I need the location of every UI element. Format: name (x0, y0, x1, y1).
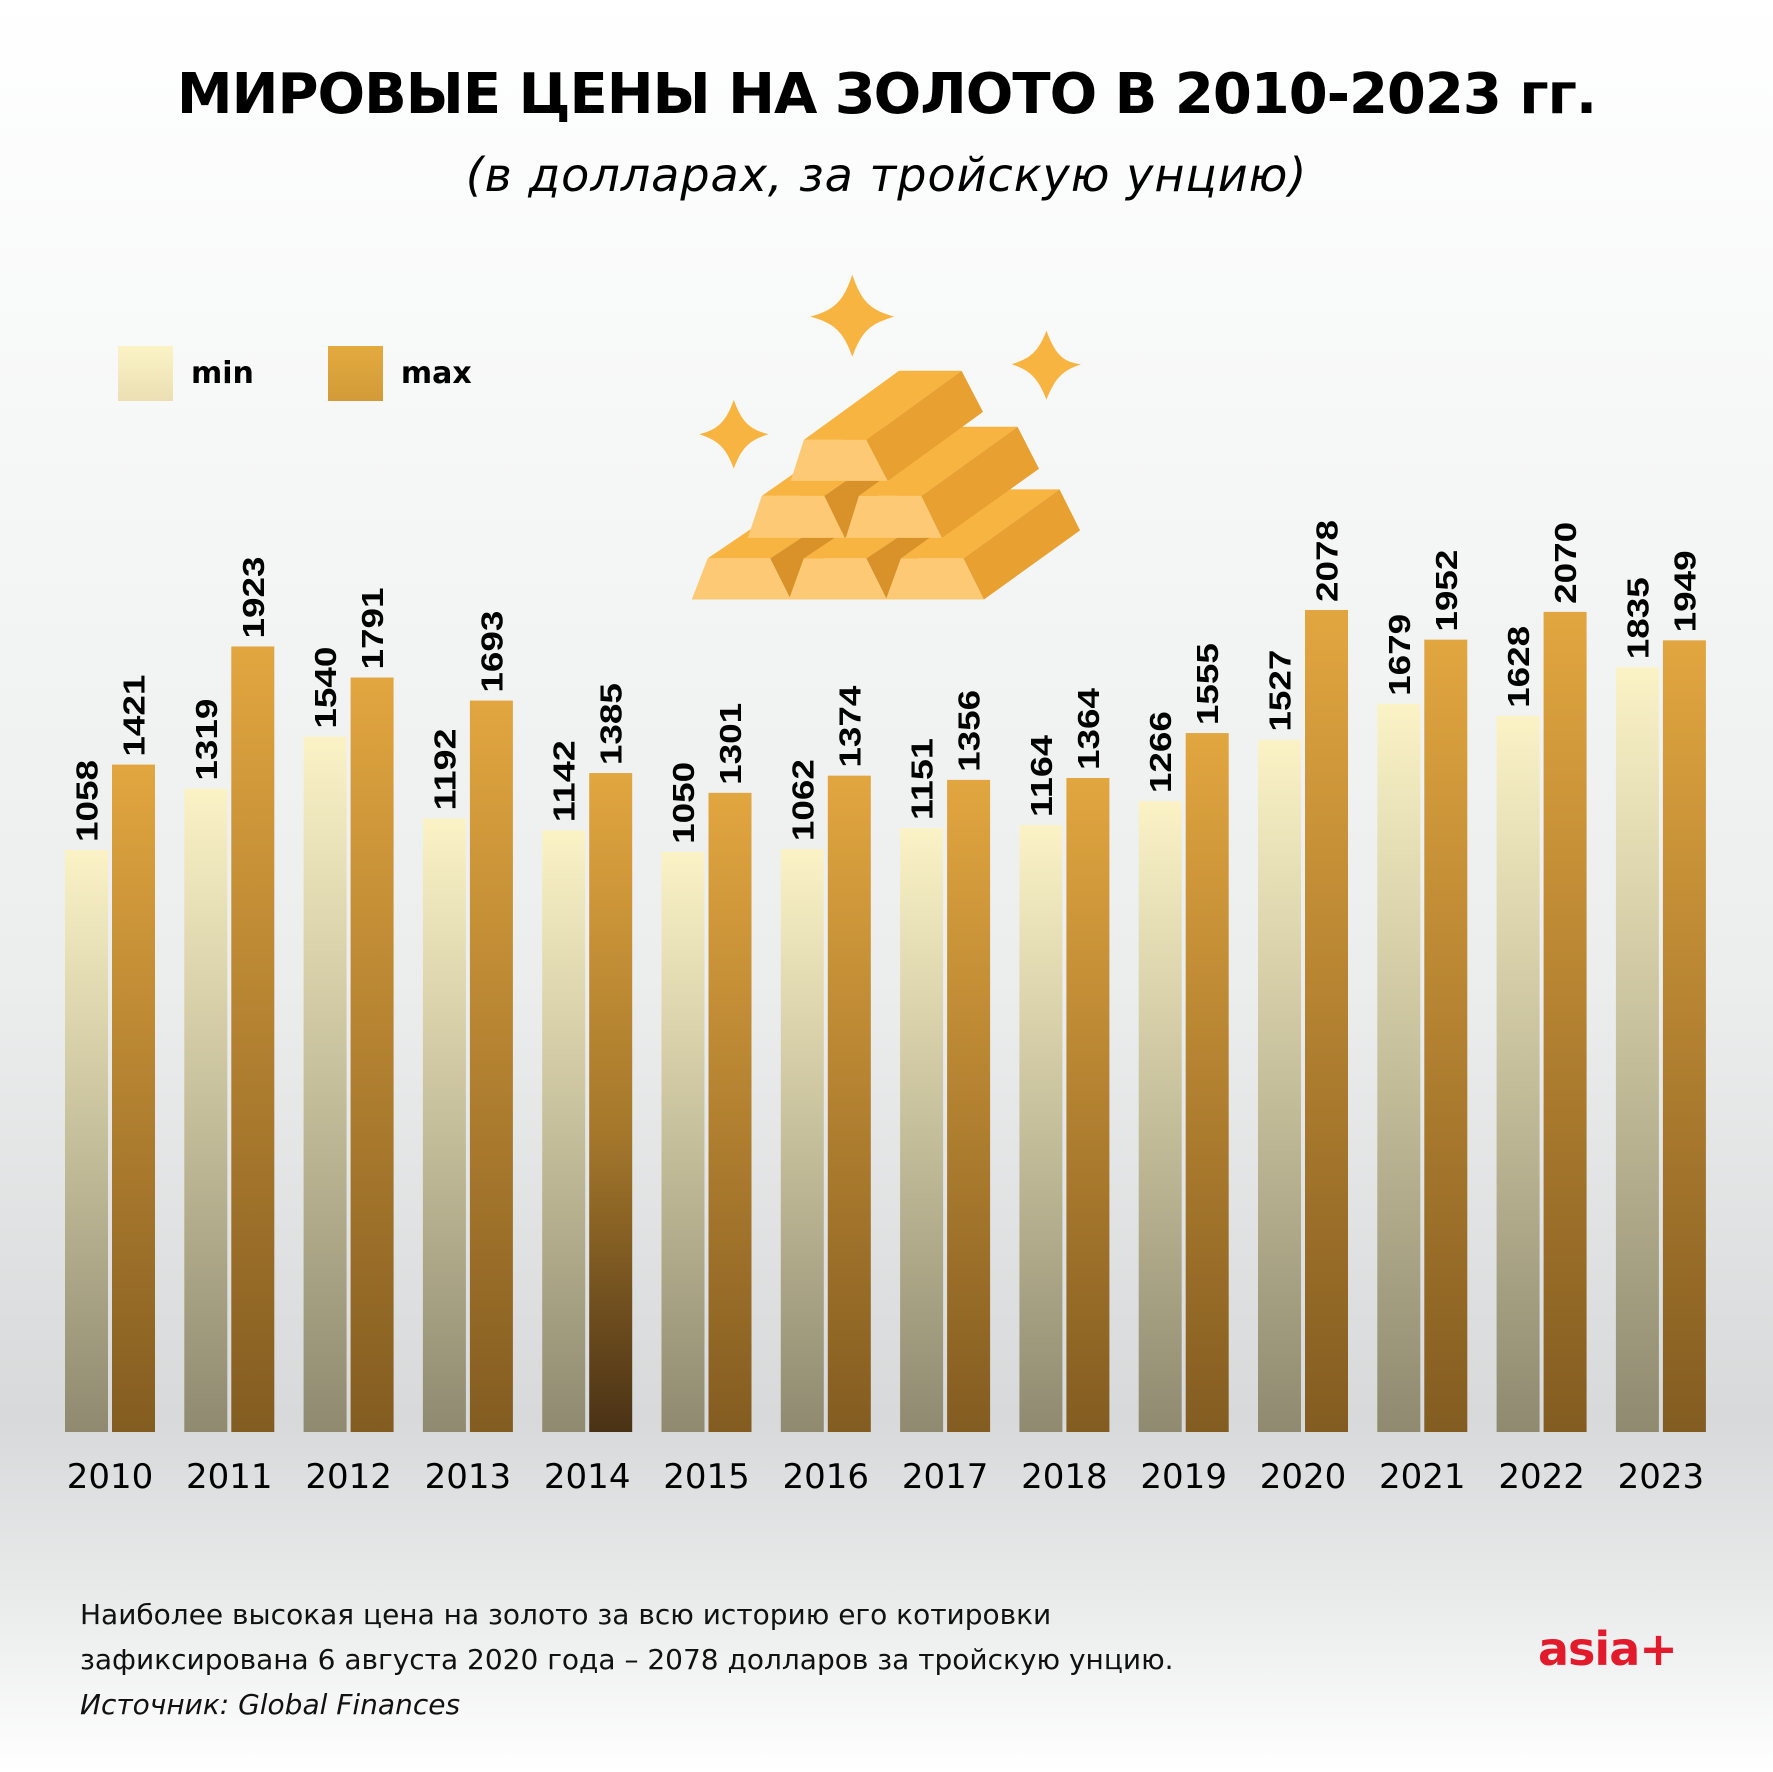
chart-subtitle: (в долларах, за тройскую унцию) (465, 148, 1308, 202)
legend-item-max: max (327, 346, 472, 401)
x-tick-label-2010: 2010 (67, 1457, 154, 1497)
source-text: Источник: Global Finances (80, 1688, 461, 1721)
footnote-line-2: зафиксирована 6 августа 2020 года – 2078… (80, 1643, 1174, 1676)
value-label-min-2013: 1192 (427, 728, 462, 810)
value-label-min-2022: 1628 (1501, 626, 1536, 708)
chart-title: МИРОВЫЕ ЦЕНЫ НА ЗОЛОТО В 2010-2023 гг. (176, 62, 1597, 127)
sparkle-icon (1011, 330, 1081, 400)
bar-max-2012 (350, 677, 394, 1432)
value-label-min-2015: 1050 (666, 762, 701, 844)
value-label-min-2018: 1164 (1024, 734, 1059, 817)
value-label-min-2021: 1679 (1382, 614, 1417, 696)
footnote: Наиболее высокая цена на золото за всю и… (80, 1592, 1174, 1727)
bar-max-2015 (708, 792, 752, 1432)
x-tick-label-2013: 2013 (425, 1457, 512, 1497)
bar-max-2022 (1543, 611, 1587, 1432)
bar-min-2023 (1615, 667, 1659, 1432)
value-label-max-2018: 1364 (1071, 687, 1106, 770)
bars-group (65, 610, 1706, 1432)
value-label-max-2022: 2070 (1548, 522, 1583, 604)
value-label-min-2019: 1266 (1143, 711, 1178, 793)
value-label-max-2011: 1923 (236, 556, 271, 638)
legend-swatch-max (327, 346, 383, 401)
bar-max-2019 (1185, 733, 1229, 1432)
legend-label-min: min (191, 356, 254, 391)
value-label-max-2012: 1791 (355, 588, 390, 670)
bar-max-2016 (827, 775, 871, 1432)
gold-bar-middle-right (845, 426, 1039, 538)
asia-plus-logo: asia+ (1538, 1622, 1678, 1676)
value-label-max-2014: 1385 (594, 683, 629, 765)
x-tick-label-2019: 2019 (1140, 1457, 1227, 1497)
value-label-max-2021: 1952 (1429, 550, 1464, 632)
bar-min-2015 (661, 851, 705, 1432)
value-label-min-2012: 1540 (308, 647, 343, 729)
bar-max-2018 (1066, 778, 1110, 1432)
value-label-min-2011: 1319 (189, 699, 224, 781)
bar-min-2016 (780, 849, 824, 1432)
bar-min-2011 (184, 788, 228, 1432)
value-label-min-2023: 1835 (1620, 577, 1655, 659)
bar-min-2018 (1019, 825, 1063, 1432)
bar-max-2013 (469, 700, 513, 1432)
footnote-line-1: Наиболее высокая цена на золото за всю и… (80, 1598, 1052, 1631)
value-label-min-2016: 1062 (785, 759, 820, 841)
legend-label-max: max (400, 356, 472, 391)
bar-min-2013 (422, 818, 466, 1432)
value-label-max-2015: 1301 (713, 703, 748, 785)
value-label-min-2010: 1058 (70, 760, 105, 842)
bar-min-2019 (1138, 801, 1182, 1432)
x-tick-label-2014: 2014 (544, 1457, 631, 1497)
x-tick-label-2021: 2021 (1379, 1457, 1466, 1497)
legend-item-min: min (118, 346, 254, 401)
value-label-max-2020: 2078 (1310, 520, 1345, 602)
value-label-max-2010: 1421 (117, 675, 152, 757)
bar-min-2021 (1377, 703, 1421, 1432)
x-tick-label-2020: 2020 (1260, 1457, 1347, 1497)
gold-bars-with-sparkles-icon (691, 274, 1081, 600)
sparkle-icon (810, 274, 895, 357)
x-tick-label-2018: 2018 (1021, 1457, 1108, 1497)
x-tick-label-2012: 2012 (305, 1457, 392, 1497)
legend-swatch-min (118, 346, 173, 401)
x-tick-label-2015: 2015 (663, 1457, 750, 1497)
gold-bar-top (790, 370, 983, 481)
bar-min-2017 (900, 828, 944, 1432)
x-tick-label-2023: 2023 (1618, 1457, 1705, 1497)
x-tick-label-2017: 2017 (902, 1457, 989, 1497)
value-labels-group: 1058 1421 1319 1923 1540 1791 1192 1693 1142 1385… (70, 520, 1703, 844)
bar-chart: 1058 1421 1319 1923 1540 1791 1192 1693 1142 1385… (65, 520, 1706, 1497)
x-tick-label-2022: 2022 (1498, 1457, 1585, 1497)
value-label-min-2020: 1527 (1263, 650, 1298, 732)
bar-max-2017 (947, 779, 991, 1432)
value-label-max-2019: 1555 (1190, 643, 1225, 725)
bar-max-2023 (1662, 640, 1706, 1432)
value-label-max-2016: 1374 (832, 685, 867, 768)
bar-min-2022 (1496, 715, 1540, 1432)
bar-min-2014 (542, 830, 586, 1432)
bar-max-2021 (1424, 639, 1468, 1432)
value-label-max-2017: 1356 (952, 690, 987, 772)
value-label-max-2023: 1949 (1667, 550, 1702, 632)
x-tick-label-2016: 2016 (783, 1457, 870, 1497)
gold-bar-bottom-right (885, 489, 1081, 600)
bar-max-2014 (589, 773, 633, 1432)
bar-min-2020 (1258, 739, 1301, 1432)
value-label-min-2014: 1142 (547, 740, 582, 822)
value-label-min-2017: 1151 (905, 738, 940, 820)
bar-max-2020 (1305, 610, 1348, 1432)
bar-max-2011 (231, 646, 275, 1432)
bar-min-2012 (303, 736, 347, 1432)
x-tick-labels-group: 2010 2011 2012 2013 2014 2015 2016 2017 2018 2019… (67, 1457, 1704, 1497)
sparkle-icon (699, 399, 769, 469)
bar-min-2010 (65, 850, 108, 1432)
value-label-max-2013: 1693 (474, 611, 509, 693)
x-tick-label-2011: 2011 (186, 1457, 273, 1497)
legend: min max (118, 346, 546, 401)
bar-max-2010 (112, 764, 155, 1432)
